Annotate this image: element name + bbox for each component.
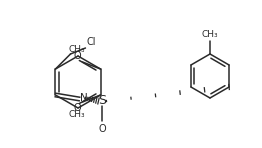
Text: CH₃: CH₃ bbox=[68, 45, 85, 54]
Text: S: S bbox=[99, 95, 106, 107]
Text: O: O bbox=[99, 124, 106, 134]
Text: N: N bbox=[80, 93, 88, 103]
Text: Cl: Cl bbox=[86, 37, 96, 47]
Text: CH₃: CH₃ bbox=[68, 110, 85, 119]
Text: CH₃: CH₃ bbox=[202, 30, 218, 39]
Text: O: O bbox=[74, 51, 81, 61]
Text: O: O bbox=[74, 103, 81, 113]
